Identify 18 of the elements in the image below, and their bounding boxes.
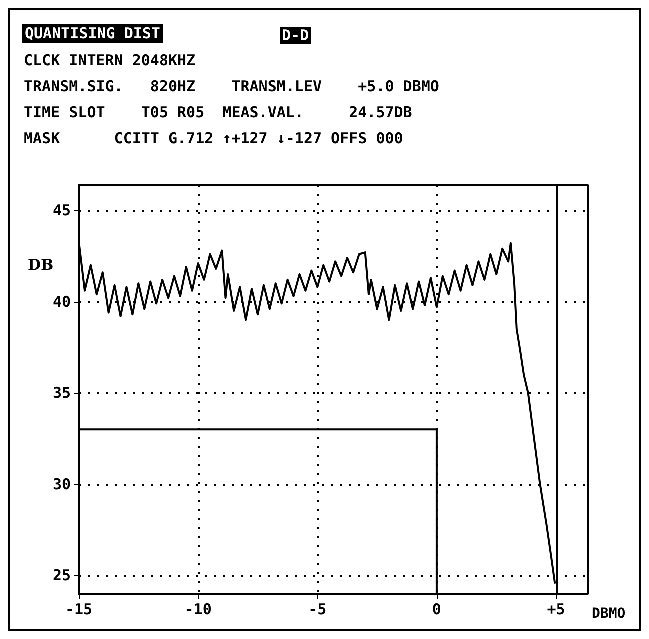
text: TRANSM.SIG. 820HZ TRANSM.LEV +5.0 DBMO [24, 78, 440, 96]
x-axis-title: DBMO [592, 606, 626, 622]
y-tick-label: 45 [52, 202, 71, 220]
text: MASK CCITT G.712 ↑+127 ↓-127 OFFS 000 [24, 130, 404, 148]
y-tick-label: 40 [52, 292, 71, 311]
y-tick-label: 35 [52, 384, 71, 402]
text: CLCK INTERN 2048KHZ [24, 52, 196, 70]
y-tick-label: 25 [52, 566, 71, 585]
text: D-D [282, 26, 310, 44]
x-tick-label: 0 [432, 600, 442, 618]
x-tick-label: +5 [547, 600, 566, 618]
chart-title: QUANTISING DIST [25, 24, 160, 42]
y-tick-label: 30 [52, 475, 71, 494]
y-axis-title: DB [28, 256, 54, 274]
text: TIME SLOT T05 R05 MEAS.VAL. 24.57DB [24, 104, 412, 122]
x-tick-label: -15 [65, 600, 93, 618]
x-tick-label: -5 [308, 600, 327, 618]
x-tick-label: -10 [184, 600, 212, 618]
